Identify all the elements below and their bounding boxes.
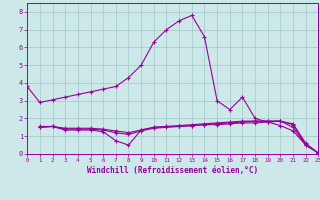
X-axis label: Windchill (Refroidissement éolien,°C): Windchill (Refroidissement éolien,°C)	[87, 166, 258, 175]
